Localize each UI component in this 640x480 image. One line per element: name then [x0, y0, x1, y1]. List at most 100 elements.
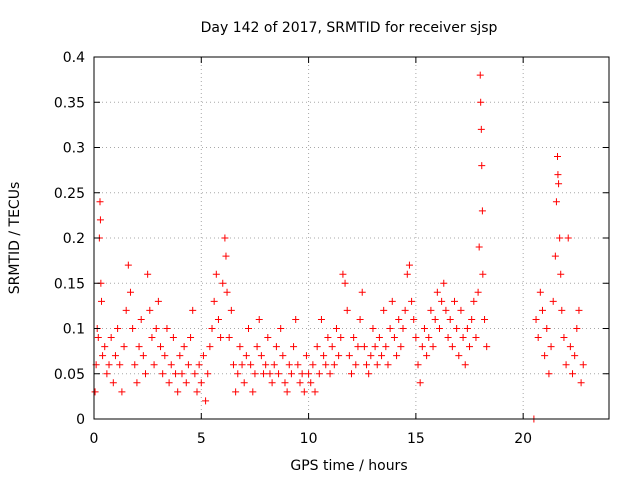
- data-point: [238, 361, 246, 369]
- y-tick-label: 0.35: [54, 95, 85, 111]
- data-point: [122, 306, 130, 314]
- data-point: [401, 306, 409, 314]
- data-point: [242, 352, 250, 360]
- data-point: [236, 343, 244, 351]
- data-point: [324, 334, 332, 342]
- data-point: [219, 279, 227, 287]
- data-point: [545, 370, 553, 378]
- data-point: [418, 343, 426, 351]
- data-point: [382, 343, 390, 351]
- axis-ticks: 0 0.05 0.1 0.15 0.2 0.25 0.3 0.35 0.4 0 5 10 15 20: [54, 50, 609, 447]
- data-point: [478, 207, 486, 215]
- data-point: [144, 270, 152, 278]
- data-point: [222, 252, 230, 260]
- data-point: [573, 325, 581, 332]
- data-point: [277, 325, 285, 332]
- data-point: [380, 306, 388, 314]
- data-point: [356, 315, 364, 323]
- data-point: [435, 325, 443, 332]
- data-point: [285, 361, 293, 369]
- data-point: [163, 325, 171, 332]
- data-point: [217, 334, 225, 342]
- data-point: [352, 361, 360, 369]
- data-point: [393, 352, 401, 360]
- data-point: [116, 361, 124, 369]
- data-point: [234, 370, 242, 378]
- data-point: [268, 379, 276, 387]
- data-point: [178, 370, 186, 378]
- x-tick-label: 10: [300, 431, 318, 447]
- data-point: [481, 315, 489, 323]
- data-point: [189, 306, 197, 314]
- data-point: [232, 388, 240, 396]
- data-point: [410, 315, 418, 323]
- data-point: [571, 352, 579, 360]
- data-point: [255, 315, 263, 323]
- y-axis-label: SRMTID / TECUs: [7, 182, 23, 295]
- data-point: [477, 98, 485, 106]
- data-point: [332, 325, 340, 332]
- data-point: [373, 361, 381, 369]
- data-point: [551, 252, 559, 260]
- data-point: [150, 361, 158, 369]
- data-point: [249, 388, 257, 396]
- data-point: [270, 361, 278, 369]
- data-point: [99, 352, 107, 360]
- data-point: [412, 334, 420, 342]
- data-point: [305, 370, 313, 378]
- data-point: [579, 361, 587, 369]
- data-point: [161, 352, 169, 360]
- x-axis-label: GPS time / hours: [290, 458, 407, 474]
- data-point: [264, 334, 272, 342]
- data-point: [330, 361, 338, 369]
- data-point: [388, 297, 396, 305]
- data-point: [429, 343, 437, 351]
- data-point: [547, 343, 555, 351]
- data-point: [479, 270, 487, 278]
- data-point: [560, 334, 568, 342]
- data-point: [335, 352, 343, 360]
- data-series: [91, 71, 587, 423]
- data-point: [172, 370, 180, 378]
- y-tick-label: 0.4: [63, 50, 85, 66]
- data-point: [564, 234, 572, 242]
- data-point: [300, 388, 308, 396]
- data-point: [556, 234, 564, 242]
- data-point: [313, 343, 321, 351]
- data-point: [365, 370, 373, 378]
- data-point: [549, 297, 557, 305]
- x-tick-label: 20: [514, 431, 532, 447]
- data-point: [348, 370, 355, 378]
- y-tick-label: 0.3: [63, 141, 85, 157]
- data-point: [109, 379, 117, 387]
- data-point: [350, 334, 358, 342]
- data-point: [253, 343, 261, 351]
- data-point: [562, 361, 570, 369]
- data-point: [272, 343, 280, 351]
- data-point: [448, 343, 456, 351]
- data-point: [438, 297, 446, 305]
- data-point: [129, 325, 137, 332]
- data-point: [532, 315, 540, 323]
- data-point: [159, 370, 167, 378]
- data-point: [371, 343, 379, 351]
- data-point: [103, 370, 111, 378]
- data-point: [440, 279, 448, 287]
- data-point: [453, 325, 461, 332]
- data-point: [124, 261, 132, 269]
- data-point: [290, 343, 298, 351]
- data-point: [543, 325, 551, 332]
- data-point: [399, 325, 407, 332]
- data-point: [96, 198, 104, 206]
- data-point: [229, 361, 237, 369]
- data-point: [111, 352, 119, 360]
- data-point: [180, 343, 188, 351]
- data-point: [94, 334, 102, 342]
- data-point: [534, 334, 542, 342]
- data-point: [176, 352, 184, 360]
- grid: [94, 57, 609, 419]
- y-tick-label: 0: [76, 412, 85, 428]
- data-point: [477, 125, 485, 133]
- data-point: [152, 325, 160, 332]
- data-point: [425, 334, 433, 342]
